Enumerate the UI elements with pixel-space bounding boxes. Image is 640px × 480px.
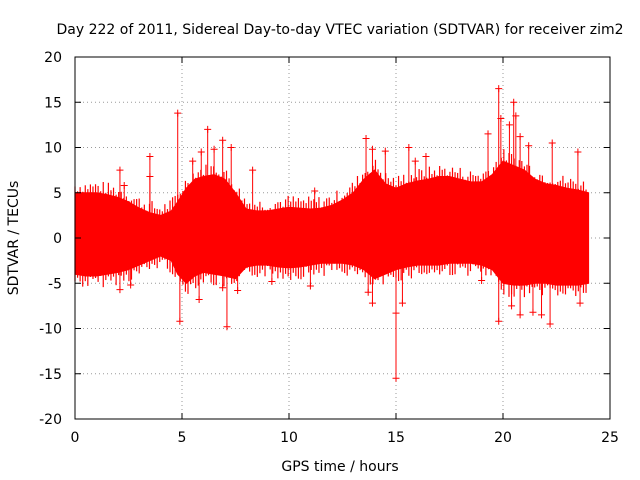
chart-title: Day 222 of 2011, Sidereal Day-to-day VTE…: [57, 22, 624, 38]
data-point: [84, 207, 92, 215]
data-point: [210, 145, 218, 153]
data-point: [529, 308, 537, 316]
data-point: [368, 145, 376, 153]
data-point: [146, 153, 154, 161]
data-point: [508, 302, 516, 310]
data-point: [516, 133, 524, 141]
data-point: [422, 153, 430, 161]
y-tick-label: 15: [44, 95, 62, 111]
data-point: [223, 323, 231, 331]
data-point: [234, 286, 242, 294]
data-point: [538, 311, 546, 319]
x-axis-label: GPS time / hours: [281, 459, 398, 475]
data-point: [392, 374, 400, 382]
y-tick-label: 20: [44, 50, 62, 66]
y-axis-label: SDTVAR / TECUs: [6, 181, 22, 296]
data-point: [392, 309, 400, 317]
data-point: [116, 286, 124, 294]
data-point: [484, 130, 492, 138]
data-point: [574, 148, 582, 156]
x-tick-label: 25: [601, 430, 619, 446]
data-point: [516, 311, 524, 319]
data-point: [268, 277, 276, 285]
data-point: [204, 125, 212, 133]
data-point: [146, 172, 154, 180]
data-point: [189, 157, 197, 165]
data-point: [495, 317, 503, 325]
data-point: [219, 284, 227, 292]
data-layer: [74, 85, 590, 382]
data-point: [398, 299, 406, 307]
y-tick-label: -20: [39, 412, 62, 428]
data-point: [478, 277, 486, 285]
data-point: [362, 134, 370, 142]
y-tick-label: 5: [53, 186, 62, 202]
data-point: [120, 182, 128, 190]
data-point: [176, 317, 184, 325]
data-point: [195, 296, 203, 304]
data-point: [495, 85, 503, 93]
y-tick-label: 0: [53, 231, 62, 247]
data-point: [227, 144, 235, 151]
data-point: [311, 187, 319, 195]
data-point: [116, 166, 124, 174]
axes: 0 5 10 15 20 25 -20 -15 -10 -5 0 5 10 15 20: [39, 50, 619, 446]
data-point: [576, 299, 584, 307]
y-tick-label: -15: [39, 367, 62, 383]
x-tick-label: 20: [494, 430, 512, 446]
data-point: [512, 112, 520, 120]
data-point: [546, 320, 554, 328]
data-point: [505, 121, 513, 129]
x-tick-label: 5: [178, 430, 187, 446]
data-point: [497, 115, 505, 123]
x-tick-label: 10: [280, 430, 298, 446]
data-point: [306, 282, 314, 290]
data-point: [411, 157, 419, 165]
y-tick-label: 10: [44, 141, 62, 157]
data-point: [548, 139, 556, 147]
data-point: [249, 166, 257, 174]
data-point: [197, 148, 205, 156]
y-tick-label: -5: [48, 276, 62, 292]
data-point: [381, 147, 389, 155]
y-tick-label: -10: [39, 322, 62, 338]
data-point: [368, 299, 376, 307]
data-point: [174, 109, 182, 117]
x-tick-label: 15: [387, 430, 405, 446]
data-point: [219, 136, 227, 144]
data-point: [510, 98, 518, 106]
data-point: [364, 288, 372, 296]
data-point: [127, 281, 135, 289]
data-point: [405, 144, 413, 151]
x-tick-label: 0: [71, 430, 80, 446]
data-point: [525, 142, 533, 150]
